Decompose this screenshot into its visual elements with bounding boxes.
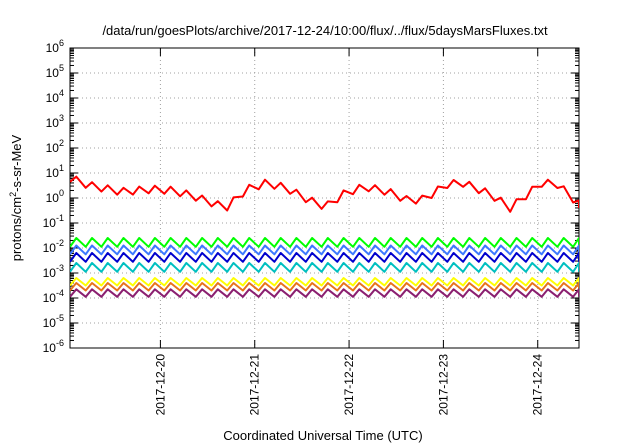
- series-line-8: [70, 288, 579, 298]
- series-line-2: [70, 237, 579, 248]
- series-line-7: [70, 282, 579, 292]
- y-tick-label: 101: [46, 163, 64, 180]
- series-group: [70, 175, 579, 298]
- series-line-4: [70, 252, 579, 263]
- y-tick-label: 10-5: [43, 313, 64, 330]
- y-tick-label: 104: [46, 88, 64, 105]
- y-tick-label: 10-3: [43, 263, 64, 280]
- y-tick-label: 106: [46, 38, 64, 55]
- axis-ticks: [70, 47, 579, 349]
- y-tick-label: 103: [46, 113, 64, 130]
- y-tick-label: 10-4: [43, 288, 64, 305]
- x-tick-label: 2017-12-23: [436, 354, 450, 416]
- x-tick-labels: 2017-12-20 2017-12-21 2017-12-22 2017-12-23…: [153, 354, 544, 416]
- y-tick-label: 10-2: [43, 238, 64, 255]
- chart-title: /data/run/goesPlots/archive/2017-12-24/1…: [102, 23, 548, 38]
- y-tick-label: 100: [46, 188, 64, 205]
- y-tick-label: 10-1: [43, 213, 64, 230]
- y-tick-label: 102: [46, 138, 64, 155]
- x-tick-label: 2017-12-20: [153, 354, 167, 416]
- series-line-5: [70, 262, 579, 273]
- x-tick-label: 2017-12-22: [342, 354, 356, 416]
- x-tick-label: 2017-12-21: [248, 354, 262, 416]
- y-tick-label: 105: [46, 63, 64, 80]
- series-line-3: [70, 244, 579, 256]
- series-line-6: [70, 277, 579, 287]
- y-axis-label: protons/cm2-s-sr-MeV: [8, 134, 24, 261]
- series-line-1: [70, 175, 579, 213]
- x-tick-label: 2017-12-24: [531, 354, 545, 416]
- y-tick-label: 10-6: [43, 338, 64, 355]
- x-axis-label: Coordinated Universal Time (UTC): [223, 428, 422, 443]
- grid: [70, 48, 579, 348]
- y-tick-labels: 10-6 10-5 10-4 10-3 10-2 10-1 100 101 102 103 104 1…: [43, 38, 64, 355]
